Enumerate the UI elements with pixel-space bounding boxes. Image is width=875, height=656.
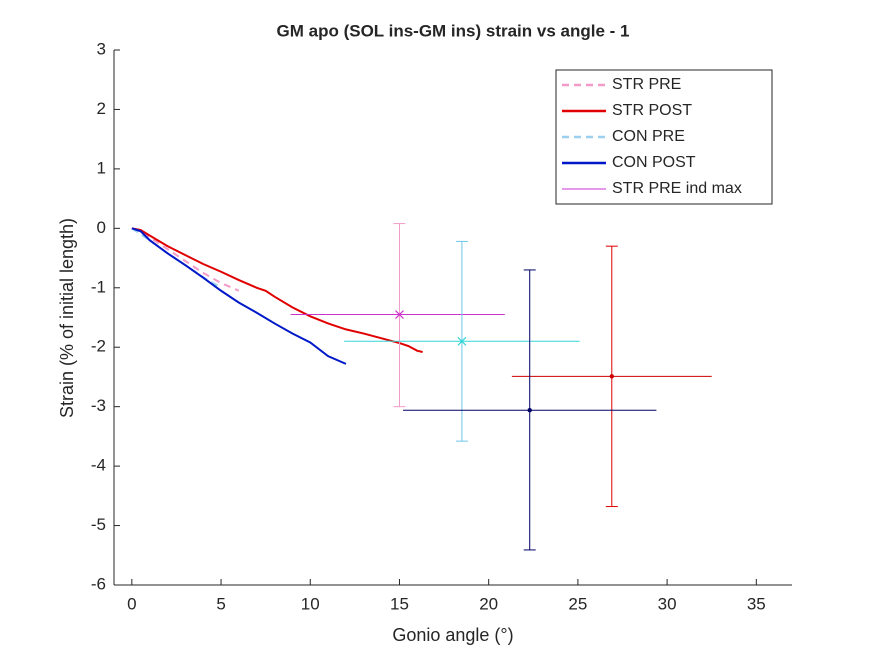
legend-label: STR PRE ind max bbox=[612, 180, 742, 197]
y-tick-label: -1 bbox=[91, 277, 106, 296]
point-marker bbox=[609, 374, 614, 379]
x-tick-label: 20 bbox=[479, 594, 498, 613]
series-line bbox=[131, 227, 347, 365]
y-tick-label: 3 bbox=[97, 39, 106, 58]
point-marker bbox=[395, 310, 404, 319]
x-tick-label: 15 bbox=[390, 594, 409, 613]
y-tick-label: 1 bbox=[97, 158, 106, 177]
legend-label: STR PRE bbox=[612, 76, 681, 93]
x-tick-label: 25 bbox=[568, 594, 587, 613]
x-axis-label: Gonio angle (°) bbox=[392, 625, 513, 645]
point-marker bbox=[457, 336, 467, 346]
y-tick-label: -2 bbox=[91, 337, 106, 356]
y-tick-label: -4 bbox=[91, 456, 106, 475]
y-tick-label: 0 bbox=[97, 218, 106, 237]
y-tick-label: 2 bbox=[97, 99, 106, 118]
point-marker bbox=[527, 408, 532, 413]
x-tick-label: 5 bbox=[216, 594, 225, 613]
x-tick-label: 30 bbox=[658, 594, 677, 613]
legend-label: CON POST bbox=[612, 154, 696, 171]
y-tick-label: -6 bbox=[91, 574, 106, 593]
y-tick-label: -3 bbox=[91, 396, 106, 415]
chart-title: GM apo (SOL ins-GM ins) strain vs angle … bbox=[277, 21, 630, 40]
x-tick-label: 10 bbox=[301, 594, 320, 613]
y-axis-label: Strain (% of initial length) bbox=[57, 218, 77, 418]
legend-label: STR POST bbox=[612, 102, 692, 119]
x-tick-label: 35 bbox=[747, 594, 766, 613]
legend-label: CON PRE bbox=[612, 128, 685, 145]
x-tick-label: 0 bbox=[127, 594, 136, 613]
y-tick-label: -5 bbox=[91, 515, 106, 534]
series-line bbox=[131, 227, 240, 292]
